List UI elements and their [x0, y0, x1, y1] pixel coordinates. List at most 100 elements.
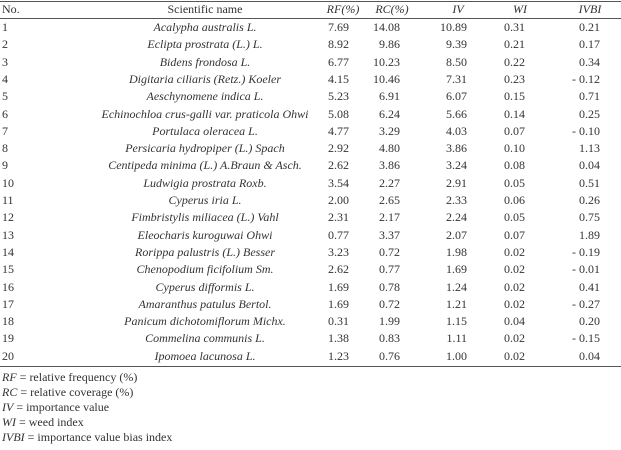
scientific-name: Persicaria hydropiper (L.) Spach	[125, 141, 285, 156]
value-cell: 7.31	[446, 71, 467, 86]
value-cell: 0.83	[379, 331, 400, 346]
value-cell: 0.34	[579, 54, 600, 69]
value-cell: 6.91	[379, 89, 400, 104]
value-cell: 2.24	[446, 210, 467, 225]
value-cell: 3.37	[379, 227, 400, 242]
value-cell: 8.50	[446, 54, 467, 69]
value-cell: 6.77	[328, 54, 349, 69]
row-number: 6	[2, 106, 8, 121]
value-cell: 2.27	[379, 175, 400, 190]
value-cell: 5.08	[328, 106, 349, 121]
footnote-abbr: RF	[2, 370, 17, 384]
column-header: No.	[2, 2, 20, 16]
scientific-name: Bidens frondosa L.	[159, 54, 251, 69]
value-cell: 0.07	[504, 123, 525, 138]
scientific-name: Cyperus difformis L.	[155, 279, 255, 294]
bottom-rule	[0, 366, 621, 367]
value-cell: 3.86	[446, 141, 467, 156]
value-cell: 0.08	[504, 158, 525, 173]
footnote-abbr: IVBI	[2, 430, 25, 444]
value-cell: 1.89	[579, 227, 600, 242]
row-number: 11	[2, 193, 14, 207]
value-cell: 0.05	[504, 175, 525, 190]
row-number: 10	[2, 175, 14, 190]
value-cell: 0.26	[579, 193, 600, 207]
value-cell: - 0.15	[572, 331, 600, 346]
scientific-name: Fimbristylis miliacea (L.) Vahl	[131, 210, 279, 225]
value-cell: 4.77	[328, 123, 349, 138]
footnote-text: = importance value bias index	[27, 430, 173, 444]
value-cell: 0.05	[504, 210, 525, 225]
row-number: 18	[2, 314, 14, 329]
value-cell: 5.66	[446, 106, 467, 121]
value-cell: - 0.19	[572, 244, 600, 259]
scientific-name: Commelina communis L.	[145, 331, 265, 346]
value-cell: 2.31	[328, 210, 349, 225]
footnote-text: = weed index	[19, 415, 84, 429]
value-cell: 1.15	[446, 314, 467, 329]
scientific-name: Aeschynomene indica L.	[146, 89, 264, 104]
value-cell: 0.41	[579, 279, 600, 294]
value-cell: 10.89	[440, 20, 467, 34]
value-cell: 0.10	[504, 141, 525, 156]
scientific-name: Ipomoea lacunosa L.	[154, 348, 256, 363]
value-cell: 1.00	[446, 348, 467, 363]
value-cell: 2.62	[328, 158, 349, 173]
value-cell: 6.24	[379, 106, 400, 121]
scientific-name: Cyperus iria L.	[168, 193, 242, 207]
column-header: RC(%)	[375, 2, 409, 16]
value-cell: 1.38	[328, 331, 349, 346]
value-cell: 0.31	[328, 314, 349, 329]
row-number: 5	[2, 89, 8, 104]
value-cell: 3.23	[328, 244, 349, 259]
value-cell: 0.76	[379, 348, 400, 363]
value-cell: 0.51	[579, 175, 600, 190]
value-cell: 0.23	[504, 71, 525, 86]
row-number: 16	[2, 279, 14, 294]
value-cell: 0.31	[504, 20, 525, 34]
value-cell: 0.71	[579, 89, 600, 104]
value-cell: 0.78	[379, 279, 400, 294]
footnote-abbr: WI	[2, 415, 16, 429]
row-number: 9	[2, 158, 8, 173]
footnote-text: = relative coverage (%)	[20, 385, 134, 399]
footnote-abbr: IV	[2, 400, 14, 414]
value-cell: 1.11	[446, 331, 467, 346]
value-cell: 6.07	[446, 89, 467, 104]
value-cell: 0.02	[504, 244, 525, 259]
row-number: 12	[2, 210, 14, 225]
value-cell: 1.23	[328, 348, 349, 363]
value-cell: 7.69	[328, 20, 349, 34]
value-cell: 3.29	[379, 123, 400, 138]
footnote-abbr: RC	[2, 385, 18, 399]
row-number: 1	[2, 20, 8, 34]
row-number: 2	[2, 37, 8, 52]
row-number: 17	[2, 296, 14, 311]
value-cell: 0.02	[504, 296, 525, 311]
footnote-text: = relative frequency (%)	[19, 370, 138, 384]
column-header: IV	[452, 2, 464, 16]
value-cell: 0.20	[579, 314, 600, 329]
row-number: 19	[2, 331, 14, 346]
value-cell: 0.14	[504, 106, 525, 121]
footnote-text: = importance value	[16, 400, 110, 414]
scientific-name: Amaranthus patulus Bertol.	[138, 296, 272, 311]
value-cell: 1.69	[328, 296, 349, 311]
value-cell: 1.99	[379, 314, 400, 329]
value-cell: 3.86	[379, 158, 400, 173]
value-cell: 0.17	[579, 37, 600, 52]
value-cell: 0.04	[579, 158, 600, 173]
value-cell: 2.17	[379, 210, 400, 225]
value-cell: 1.13	[579, 141, 600, 156]
column-header: RF(%)	[326, 2, 360, 16]
scientific-name: Echinochloa crus-galli var. praticola Oh…	[101, 106, 309, 121]
value-cell: 10.46	[373, 71, 400, 86]
row-number: 14	[2, 244, 14, 259]
value-cell: 0.21	[504, 37, 525, 52]
value-cell: 0.02	[504, 348, 525, 363]
value-cell: - 0.27	[572, 296, 600, 311]
value-cell: 1.21	[446, 296, 467, 311]
row-number: 4	[2, 71, 8, 86]
value-cell: 0.02	[504, 331, 525, 346]
